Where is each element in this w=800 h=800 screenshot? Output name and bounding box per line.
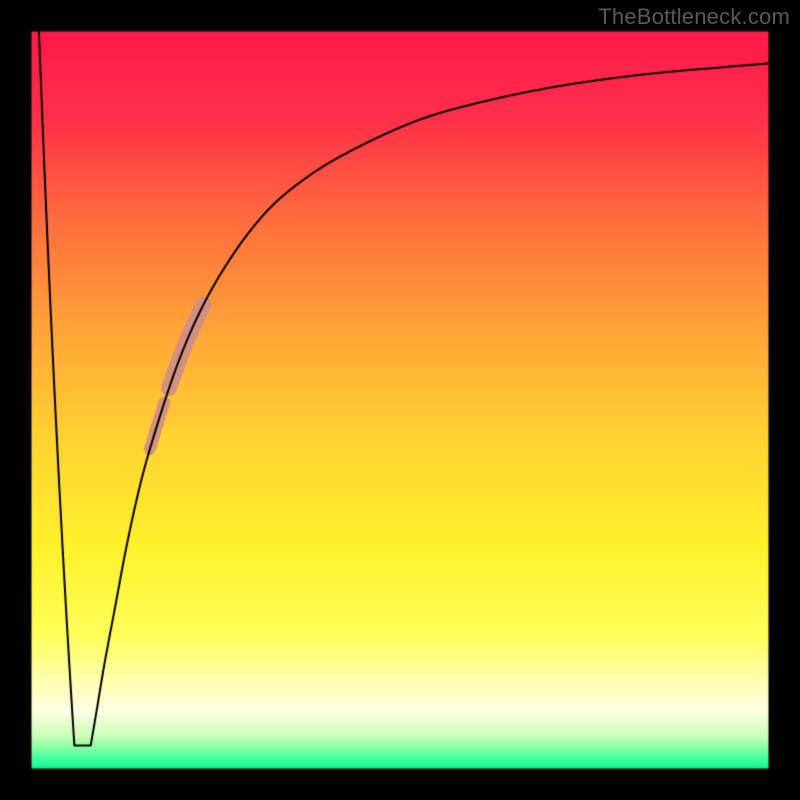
bottleneck-chart-canvas (0, 0, 800, 800)
chart-root: TheBottleneck.com (0, 0, 800, 800)
